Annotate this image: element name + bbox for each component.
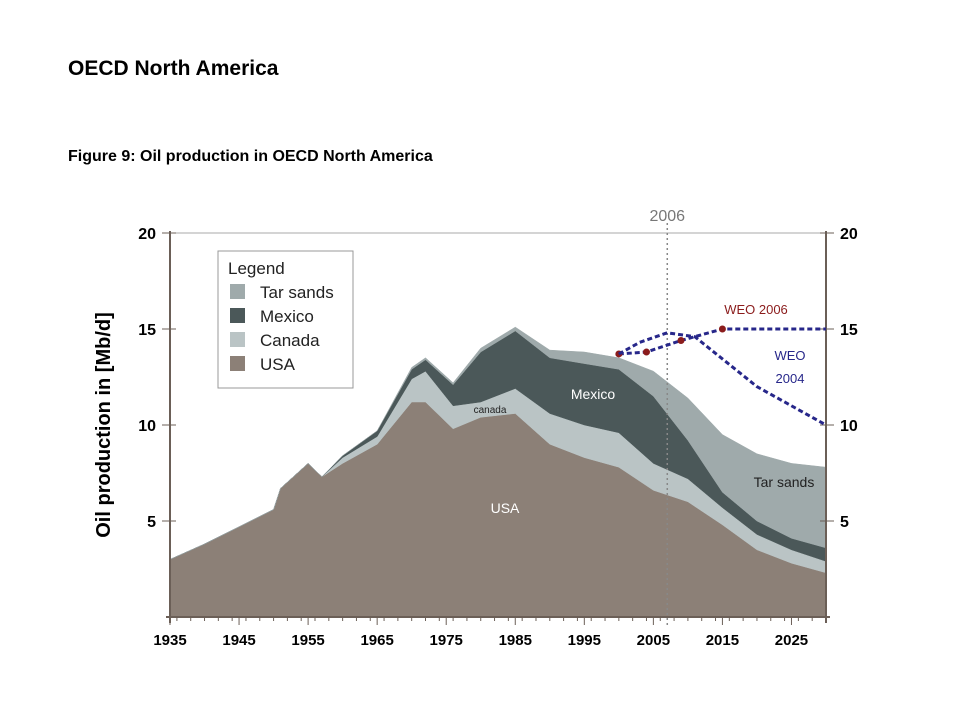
x-tick-label: 2015 bbox=[706, 632, 739, 649]
y-axis-label: Oil production in [Mb/d] bbox=[93, 312, 115, 538]
projection-marker-weo-2006 bbox=[718, 325, 726, 333]
legend-swatch-tar-sands bbox=[230, 284, 245, 299]
weo2006-annotation: WEO 2006 bbox=[724, 302, 788, 317]
legend-label: Mexico bbox=[260, 307, 314, 326]
y-tick-label-left: 5 bbox=[147, 514, 156, 531]
projection-marker-weo-2006 bbox=[642, 348, 650, 356]
y-tick-label-right: 10 bbox=[840, 418, 858, 435]
x-tick-label: 1985 bbox=[499, 632, 532, 649]
x-tick-label: 2025 bbox=[775, 632, 808, 649]
legend-title: Legend bbox=[228, 259, 285, 278]
x-tick-label: 1965 bbox=[360, 632, 393, 649]
x-tick-label: 1975 bbox=[430, 632, 463, 649]
y-tick-label-right: 20 bbox=[840, 226, 858, 243]
reference-line-label: 2006 bbox=[649, 208, 685, 225]
canada-annotation: canada bbox=[474, 405, 507, 416]
mexico-annotation: Mexico bbox=[571, 386, 616, 402]
legend-label: Canada bbox=[260, 331, 320, 350]
figure-caption: Figure 9: Oil production in OECD North A… bbox=[68, 148, 433, 165]
weo2004-annotation-line1: WEO bbox=[774, 348, 805, 363]
y-tick-label-left: 10 bbox=[138, 418, 156, 435]
usa-annotation: USA bbox=[491, 500, 520, 516]
legend-label: USA bbox=[260, 355, 296, 374]
tar-sands-annotation: Tar sands bbox=[754, 474, 815, 490]
x-tick-label: 1945 bbox=[222, 632, 255, 649]
x-tick-label: 2005 bbox=[637, 632, 670, 649]
legend-swatch-usa bbox=[230, 356, 245, 371]
legend-swatch-canada bbox=[230, 332, 245, 347]
page-heading: OECD North America bbox=[68, 57, 279, 80]
projection-line-weo-2004 bbox=[618, 331, 827, 427]
y-tick-label-right: 5 bbox=[840, 514, 849, 531]
legend-label: Tar sands bbox=[260, 283, 334, 302]
x-tick-label: 1955 bbox=[291, 632, 324, 649]
legend-swatch-mexico bbox=[230, 308, 245, 323]
y-tick-label-right: 15 bbox=[840, 322, 858, 339]
weo2004-annotation-line2: 2004 bbox=[776, 371, 805, 386]
y-tick-label-left: 20 bbox=[138, 226, 156, 243]
x-tick-label: 1935 bbox=[153, 632, 186, 649]
projection-marker-weo-2006 bbox=[677, 337, 685, 345]
x-tick-label: 1995 bbox=[568, 632, 601, 649]
y-tick-label-left: 15 bbox=[138, 322, 156, 339]
legend: Legend Tar sands Mexico Canada USA bbox=[217, 250, 354, 389]
